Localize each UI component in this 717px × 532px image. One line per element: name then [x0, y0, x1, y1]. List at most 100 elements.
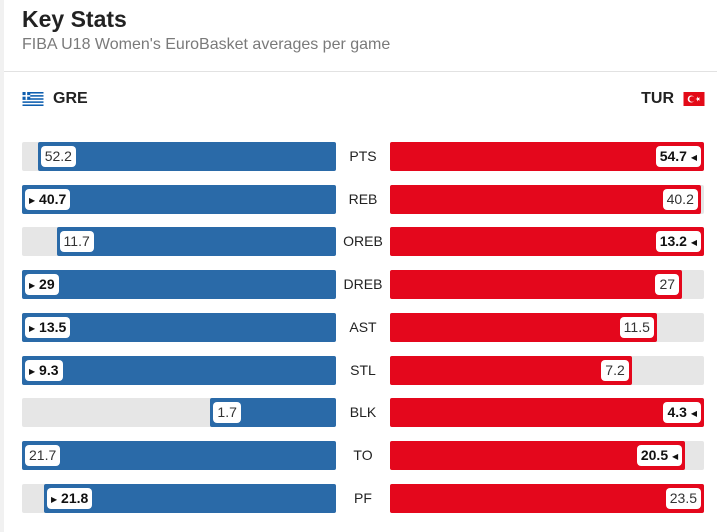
stat-row-pts: 52.2 PTS 54.7 ◀ — [22, 142, 704, 171]
stat-value-text: 4.3 — [667, 404, 687, 421]
stat-value-text: 1.7 — [217, 404, 237, 421]
leader-arrow-right-icon: ▶ — [29, 366, 36, 376]
stat-value-gre: 11.7 — [59, 231, 94, 253]
stat-bar-tur: 20.5 ◀ — [390, 440, 686, 470]
stat-value-text: 13.5 — [39, 318, 67, 335]
greece-flag-icon — [22, 92, 44, 106]
turkey-flag-icon — [683, 92, 705, 106]
key-stats-card: Key Stats FIBA U18 Women's EuroBasket av… — [4, 0, 717, 532]
stat-track-left: ▶ 29 — [22, 270, 336, 300]
leader-arrow-right-icon: ▶ — [29, 195, 36, 205]
stat-bar-gre: 52.2 — [37, 142, 336, 171]
stat-value-text: 13.2 — [659, 233, 687, 250]
stat-label: BLK — [349, 404, 377, 421]
stat-value-tur: 7.2 — [601, 359, 629, 381]
stat-track-left: 52.2 — [22, 142, 336, 171]
stat-value-text: 29 — [39, 276, 55, 293]
stat-track-right: 40.2 — [390, 184, 704, 214]
stat-bar-gre: ▶ 9.3 — [22, 355, 336, 385]
stat-value-tur: 20.5 ◀ — [636, 444, 683, 466]
leader-arrow-left-icon: ◀ — [690, 153, 697, 162]
stat-value-text: 11.7 — [63, 233, 90, 250]
stat-track-right: 54.7 ◀ — [390, 142, 704, 171]
stat-row-ast: ▶ 13.5 AST 11.5 — [22, 312, 704, 342]
leader-arrow-left-icon: ◀ — [690, 238, 697, 248]
stat-value-text: 21.8 — [61, 489, 89, 506]
stat-row-pf: ▶ 21.8 PF 23.5 — [22, 483, 704, 513]
stat-value-tur: 23.5 — [665, 487, 701, 509]
team-right: TUR — [641, 90, 705, 108]
header-divider — [4, 71, 717, 72]
stat-track-right: 27 — [390, 270, 704, 300]
stat-value-tur: 13.2 ◀ — [655, 231, 701, 253]
stat-row-dreb: ▶ 29 DREB 27 — [22, 270, 704, 300]
stat-row-to: 21.7 TO 20.5 ◀ — [22, 440, 704, 470]
stat-track-right: 20.5 ◀ — [390, 440, 704, 470]
stat-row-oreb: 11.7 OREB 13.2 ◀ — [22, 227, 704, 257]
stat-value-text: 11.5 — [623, 318, 650, 335]
stat-track-left: ▶ 21.8 — [22, 483, 336, 513]
stat-label: PF — [354, 489, 372, 506]
stat-bar-gre: ▶ 29 — [22, 270, 336, 300]
stat-bar-tur: 23.5 — [390, 483, 704, 513]
stat-value-text: 7.2 — [605, 361, 625, 378]
stat-bar-tur: 7.2 — [390, 355, 632, 385]
team-left: GRE — [22, 90, 88, 108]
page-subtitle: FIBA U18 Women's EuroBasket averages per… — [22, 36, 391, 53]
stat-track-right: 7.2 — [390, 355, 704, 385]
stat-bar-gre: 1.7 — [210, 398, 336, 428]
stat-track-right: 4.3 ◀ — [390, 398, 704, 428]
stat-value-text: 40.2 — [666, 190, 694, 207]
stat-label: DREB — [343, 276, 383, 293]
stat-value-text: 21.7 — [29, 446, 57, 463]
leader-arrow-right-icon: ▶ — [50, 494, 58, 504]
team-right-code: TUR — [641, 90, 674, 107]
stat-value-gre: ▶ 9.3 — [25, 359, 63, 381]
stat-track-left: 1.7 — [22, 398, 336, 428]
stat-bar-gre: 21.7 — [22, 440, 336, 470]
stat-value-gre: 21.7 — [25, 444, 61, 466]
stat-label: OREB — [343, 233, 383, 250]
stat-value-text: 20.5 — [640, 446, 669, 463]
stat-bar-gre: ▶ 13.5 — [22, 312, 336, 342]
stat-track-left: ▶ 13.5 — [22, 312, 336, 342]
stat-bar-gre: ▶ 40.7 — [22, 184, 336, 214]
stat-value-gre: ▶ 13.5 — [25, 316, 71, 338]
stat-label: PTS — [349, 148, 377, 164]
stat-bar-tur: 54.7 ◀ — [390, 142, 704, 171]
stat-row-blk: 1.7 BLK 4.3 ◀ — [22, 398, 704, 428]
stat-track-left: 21.7 — [22, 440, 336, 470]
team-left-code: GRE — [53, 90, 88, 107]
stat-label: STL — [350, 361, 376, 378]
stat-value-tur: 4.3 ◀ — [663, 402, 701, 424]
stat-value-gre: 1.7 — [213, 402, 241, 424]
leader-arrow-left-icon: ◀ — [690, 409, 697, 419]
stat-value-text: 52.2 — [44, 148, 72, 164]
stat-label: REB — [348, 190, 378, 207]
page-title: Key Stats — [22, 6, 127, 32]
stat-value-text: 23.5 — [669, 489, 697, 506]
stat-track-right: 11.5 — [390, 312, 704, 342]
stat-track-left: ▶ 9.3 — [22, 355, 336, 385]
stat-value-text: 40.7 — [39, 190, 67, 207]
leader-arrow-right-icon: ▶ — [29, 281, 36, 291]
stat-value-gre: 52.2 — [40, 146, 76, 167]
stat-bar-gre: 11.7 — [56, 227, 336, 257]
stat-value-gre: ▶ 21.8 — [46, 487, 93, 509]
stat-bar-tur: 4.3 ◀ — [390, 398, 704, 428]
stat-value-text: 27 — [659, 276, 676, 293]
stat-value-tur: 54.7 ◀ — [655, 146, 701, 167]
stat-row-stl: ▶ 9.3 STL 7.2 — [22, 355, 704, 385]
stat-bar-tur: 11.5 — [390, 312, 657, 342]
leader-arrow-left-icon: ◀ — [672, 451, 679, 461]
stat-value-text: 9.3 — [39, 361, 59, 378]
stat-track-left: ▶ 40.7 — [22, 184, 336, 214]
stat-label: AST — [349, 318, 377, 335]
stat-row-reb: ▶ 40.7 REB 40.2 — [22, 184, 704, 214]
stat-label: TO — [353, 446, 373, 463]
leader-arrow-right-icon: ▶ — [29, 323, 36, 333]
stat-value-gre: ▶ 29 — [25, 274, 59, 296]
stat-bar-tur: 40.2 — [390, 184, 701, 214]
stat-bar-tur: 27 — [390, 270, 683, 300]
stat-value-text: 54.7 — [659, 148, 687, 164]
